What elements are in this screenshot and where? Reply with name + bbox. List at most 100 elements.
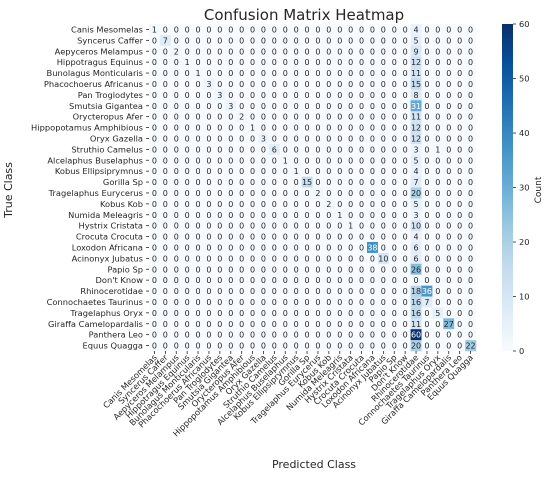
heatmap-cell (388, 24, 400, 36)
heatmap-cell (399, 318, 411, 330)
heatmap-cell (443, 340, 455, 352)
cell-value-label: 0 (392, 47, 397, 56)
cell-value-label: 0 (381, 47, 386, 56)
heatmap-cell (203, 78, 215, 90)
cell-value-label: 0 (163, 91, 168, 100)
cell-value-label: 0 (381, 265, 386, 274)
heatmap-cell (247, 100, 259, 112)
cell-value-label: 0 (152, 233, 157, 242)
cell-value-label: 0 (196, 298, 201, 307)
cell-value-label: 0 (163, 189, 168, 198)
cell-value-label: 0 (348, 145, 353, 154)
cell-value-label: 0 (217, 102, 222, 111)
heatmap-cell (432, 133, 444, 145)
heatmap-cell (203, 231, 215, 243)
heatmap-cell (203, 296, 215, 308)
heatmap-cell (170, 329, 182, 341)
heatmap-cell (399, 187, 411, 199)
cell-value-label: 60 (411, 331, 421, 340)
heatmap-cell (454, 78, 466, 90)
cell-value-label: 0 (250, 222, 255, 231)
cell-value-label: 11 (411, 113, 421, 122)
cell-value-label: 0 (206, 91, 211, 100)
heatmap-cell (290, 67, 302, 79)
heatmap-cell (345, 285, 357, 297)
cell-value-label: 0 (305, 80, 310, 89)
heatmap-cell (432, 100, 444, 112)
heatmap-cell (421, 307, 433, 319)
heatmap-cell (279, 154, 291, 166)
cell-value-label: 0 (283, 243, 288, 252)
cell-value-label: 0 (250, 309, 255, 318)
heatmap-cell (377, 242, 390, 254)
cell-value-label: 0 (261, 331, 266, 340)
heatmap-cell (367, 24, 379, 36)
heatmap-cell (367, 209, 379, 221)
heatmap-cell (181, 198, 193, 210)
cell-value-label: 0 (435, 342, 440, 351)
cell-value-label: 0 (424, 276, 429, 285)
heatmap-cell (421, 296, 433, 308)
cell-value-label: 0 (196, 276, 201, 285)
heatmap-cell (465, 318, 477, 330)
heatmap-cell (247, 209, 259, 221)
cell-value-label: 0 (435, 58, 440, 67)
cell-value-label: 0 (468, 287, 473, 296)
cell-value-label: 0 (392, 298, 397, 307)
cell-value-label: 0 (359, 113, 364, 122)
heatmap-cell (159, 252, 172, 265)
heatmap-cell (432, 111, 444, 123)
heatmap-cell (410, 100, 422, 112)
heatmap-cell (367, 176, 379, 188)
cell-value-label: 0 (206, 243, 211, 252)
cell-value-label: 0 (326, 113, 331, 122)
cell-value-label: 0 (283, 276, 288, 285)
cell-value-label: 0 (424, 211, 429, 220)
cell-value-label: 0 (163, 69, 168, 78)
heatmap-cell (410, 34, 422, 47)
cell-value-label: 0 (239, 134, 244, 143)
heatmap-cell (192, 198, 204, 210)
cell-value-label: 0 (359, 102, 364, 111)
cell-value-label: 0 (305, 342, 310, 351)
heatmap-cell (301, 67, 313, 79)
cell-value-label: 0 (326, 309, 331, 318)
heatmap-cell (367, 34, 379, 47)
heatmap-cell (214, 133, 226, 145)
cell-value-label: 0 (163, 178, 168, 187)
cell-value-label: 0 (239, 222, 244, 231)
cell-value-label: 0 (283, 178, 288, 187)
cell-value-label: 0 (392, 80, 397, 89)
cell-value-label: 31 (411, 102, 421, 111)
cell-value-label: 0 (348, 233, 353, 242)
heatmap-cell (410, 143, 422, 156)
cell-value-label: 0 (206, 265, 211, 274)
heatmap-cell (465, 100, 477, 112)
heatmap-cell-labels: 1 0 0 0 0 0 0 0 0 0 0 0 0 0 0 0 0 0 0 0 0 0 0 0 4 0 0 0 0 00 7 0 0 0 0 0 0 0 0… (152, 25, 476, 350)
cell-value-label: 0 (403, 80, 408, 89)
cell-value-label: 0 (468, 254, 473, 263)
cell-value-label: 0 (261, 167, 266, 176)
cell-value-label: 0 (446, 134, 451, 143)
cell-value-label: 36 (422, 287, 432, 296)
cell-value-label: 0 (206, 47, 211, 56)
heatmap-cell (149, 122, 161, 134)
cell-value-label: 0 (435, 298, 440, 307)
cell-value-label: 16 (411, 298, 421, 307)
heatmap-cell (225, 24, 237, 36)
cell-value-label: 0 (370, 156, 375, 165)
cell-value-label: 0 (446, 298, 451, 307)
cell-value-label: 0 (217, 124, 222, 133)
cell-value-label: 0 (272, 36, 277, 45)
cell-value-label: 0 (174, 145, 179, 154)
heatmap-cell (301, 209, 313, 221)
heatmap-cell (421, 56, 433, 68)
cell-value-label: 0 (468, 25, 473, 34)
heatmap-cell (356, 45, 368, 57)
cell-value-label: 0 (261, 69, 266, 78)
heatmap-cell (410, 296, 422, 308)
heatmap-cell (268, 252, 281, 265)
cell-value-label: 0 (196, 254, 201, 263)
